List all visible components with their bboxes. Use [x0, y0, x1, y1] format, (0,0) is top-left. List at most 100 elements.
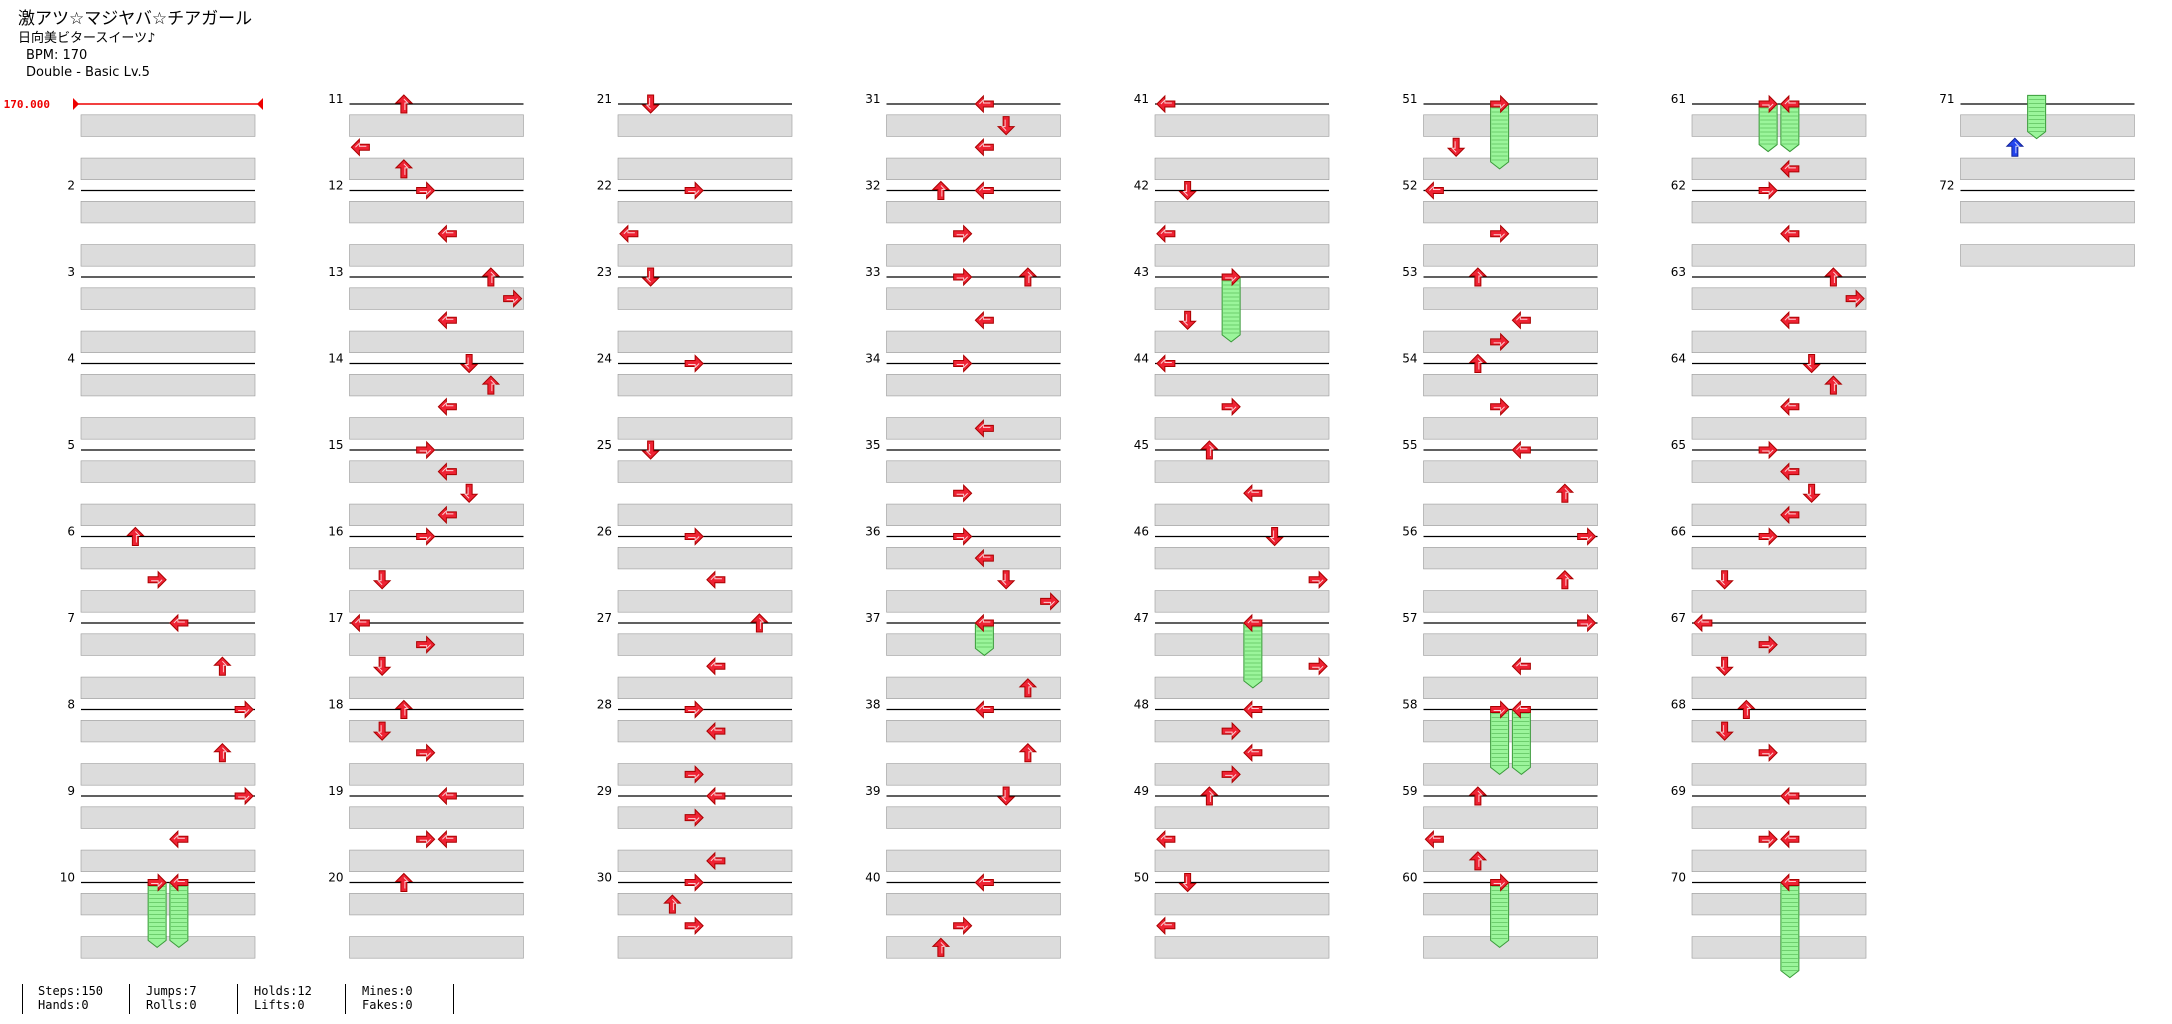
measure-number: 8	[67, 698, 75, 712]
arrow-highlight	[464, 357, 470, 369]
measure-number: 9	[67, 784, 75, 798]
measure-number: 72	[1939, 179, 1954, 193]
arrow-shape	[437, 830, 457, 849]
arrow-shape	[147, 873, 167, 892]
arrow-shape	[481, 375, 501, 395]
arrow-shape	[1715, 721, 1734, 741]
arrow-up-icon	[1468, 267, 1488, 287]
arrow-shape	[1200, 786, 1219, 806]
arrow-highlight	[1225, 774, 1237, 780]
measure-number: 33	[865, 265, 880, 279]
arrow-shape	[437, 224, 457, 243]
arrow-left-icon	[974, 700, 994, 719]
beat-band	[886, 806, 1061, 829]
hold-body	[1490, 882, 1510, 949]
arrow-shape	[974, 94, 994, 114]
arrow-right-icon	[1490, 873, 1510, 892]
arrow-highlight	[490, 379, 496, 392]
arrow-shape	[974, 548, 994, 568]
arrow-left-icon	[1780, 224, 1800, 243]
arrow-shape	[1468, 267, 1488, 287]
arrow-highlight	[979, 704, 991, 710]
arrow-shape	[1221, 397, 1241, 416]
beat-band	[1423, 547, 1598, 570]
measure-number: 46	[1134, 525, 1149, 539]
measure-number: 38	[865, 698, 880, 712]
arrow-highlight	[645, 271, 651, 283]
arrow-shape	[1468, 851, 1488, 871]
arrow-shape	[953, 916, 973, 935]
beat-band	[1423, 244, 1598, 267]
measure-number: 41	[1134, 92, 1149, 106]
measure-number: 50	[1134, 871, 1149, 885]
arrow-shape	[1040, 592, 1060, 611]
arrow-left-icon	[1780, 786, 1800, 806]
arrow-left-icon	[169, 613, 189, 633]
arrow-shape	[372, 656, 392, 676]
arrow-left-icon	[974, 311, 994, 330]
arrow-up-icon	[750, 613, 769, 633]
arrow-shape	[974, 181, 994, 200]
arrow-highlight	[956, 233, 968, 239]
beat-band	[349, 849, 524, 872]
arrow-shape	[350, 138, 370, 157]
arrow-left-icon	[974, 181, 994, 200]
arrow-left-icon	[1243, 613, 1263, 633]
measure-number: 66	[1671, 525, 1686, 539]
arrow-right-icon	[1308, 657, 1328, 676]
arrow-shape	[1490, 873, 1510, 892]
hold-body	[169, 882, 189, 949]
arrow-shape	[684, 700, 704, 719]
hold-body	[1511, 709, 1531, 776]
arrow-highlight	[442, 228, 454, 235]
arrow-shape	[416, 743, 436, 762]
beat-band	[1423, 460, 1598, 483]
arrow-left-icon	[1243, 743, 1263, 762]
arrow-right-icon	[416, 527, 436, 546]
arrow-shape	[663, 894, 682, 914]
arrow-shape	[1243, 700, 1263, 719]
arrow-left-icon	[1156, 94, 1176, 114]
arrow-highlight	[1027, 747, 1033, 759]
arrow-up-icon	[394, 699, 414, 719]
arrow-shape	[1490, 397, 1510, 416]
arrow-right-icon	[953, 527, 973, 546]
hold-note	[147, 882, 167, 949]
arrow-shape	[1758, 635, 1778, 654]
beat-band	[80, 676, 256, 699]
arrow-highlight	[956, 363, 968, 369]
arrow-highlight	[688, 190, 700, 196]
measure-number: 14	[328, 352, 343, 366]
hold-note	[1511, 709, 1531, 776]
arrow-right-icon	[1221, 397, 1241, 416]
beat-band	[1154, 849, 1330, 872]
arrow-left-icon	[1780, 830, 1800, 849]
arrow-shape	[1780, 462, 1800, 481]
beat-band	[886, 114, 1061, 137]
measure-number: 45	[1134, 438, 1149, 452]
hold-body	[147, 882, 167, 949]
arrow-right-icon	[503, 289, 523, 308]
arrow-shape	[1780, 786, 1800, 806]
arrow-highlight	[1762, 449, 1774, 456]
arrow-shape	[974, 311, 994, 330]
hold-note	[1221, 276, 1241, 343]
beat-band	[80, 547, 256, 570]
arrow-shape	[996, 116, 1016, 136]
arrow-shape	[1178, 873, 1197, 893]
arrow-shape	[750, 613, 769, 633]
arrow-highlight	[442, 834, 454, 840]
arrow-shape	[1446, 137, 1466, 157]
arrow-highlight	[1516, 444, 1528, 451]
arrow-highlight	[1719, 725, 1725, 737]
hold-body	[1780, 882, 1800, 979]
beat-band	[1691, 244, 1867, 267]
arrow-up-icon	[1737, 699, 1756, 719]
arrow-highlight	[1762, 752, 1774, 758]
measure-number: 61	[1671, 92, 1686, 106]
arrow-left-icon	[1780, 159, 1800, 179]
arrow-highlight	[1160, 834, 1172, 840]
arrow-highlight	[1247, 488, 1259, 494]
beat-band	[1423, 417, 1598, 440]
beat-band	[1691, 547, 1867, 570]
